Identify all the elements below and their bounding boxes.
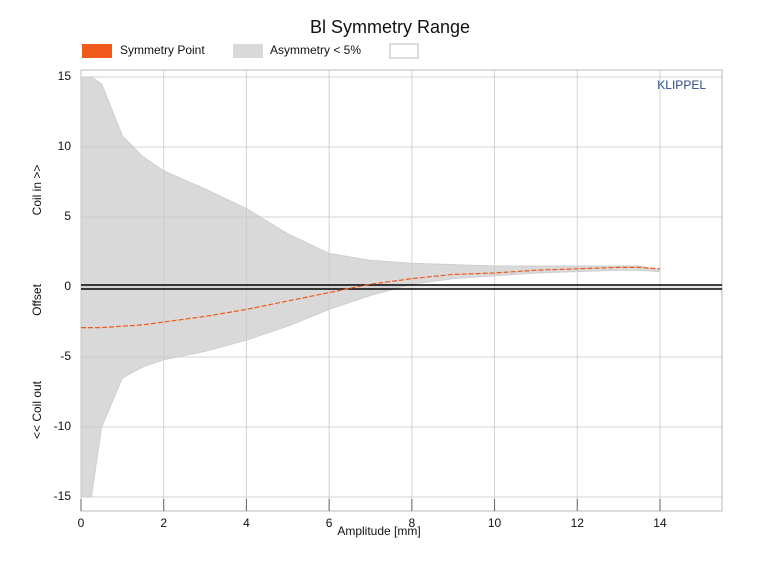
x-tick-label: 10 xyxy=(488,516,502,530)
symmetry-line xyxy=(81,266,661,329)
x-tick-label: 14 xyxy=(653,516,667,530)
y-tick-label: 0 xyxy=(64,279,71,293)
legend-label: Symmetry Point xyxy=(120,43,205,57)
y-axis-label: Offset xyxy=(30,283,44,315)
y-tick-label: 15 xyxy=(58,69,72,83)
y-tick-label: -5 xyxy=(60,349,71,363)
y-axis-label: << Coil out xyxy=(30,380,44,439)
y-tick-label: -10 xyxy=(54,419,72,433)
legend-label: Asymmetry < 5% xyxy=(270,43,361,57)
x-tick-label: 4 xyxy=(243,516,250,530)
chart-title: Bl Symmetry Range xyxy=(310,17,470,37)
legend-swatch xyxy=(82,44,112,58)
x-axis-label: Amplitude [mm] xyxy=(337,524,420,538)
y-tick-label: 10 xyxy=(58,139,72,153)
x-tick-label: 0 xyxy=(78,516,85,530)
legend-swatch xyxy=(233,44,263,58)
annotation: KLIPPEL xyxy=(657,78,706,92)
legend-empty-box xyxy=(389,43,419,59)
x-tick-label: 2 xyxy=(160,516,167,530)
x-tick-label: 8 xyxy=(408,516,415,530)
y-tick-label: -15 xyxy=(54,489,72,503)
y-axis-label: Coil in >> xyxy=(30,165,44,216)
x-tick-label: 12 xyxy=(571,516,585,530)
x-tick-label: 6 xyxy=(326,516,333,530)
y-tick-label: 5 xyxy=(64,209,71,223)
